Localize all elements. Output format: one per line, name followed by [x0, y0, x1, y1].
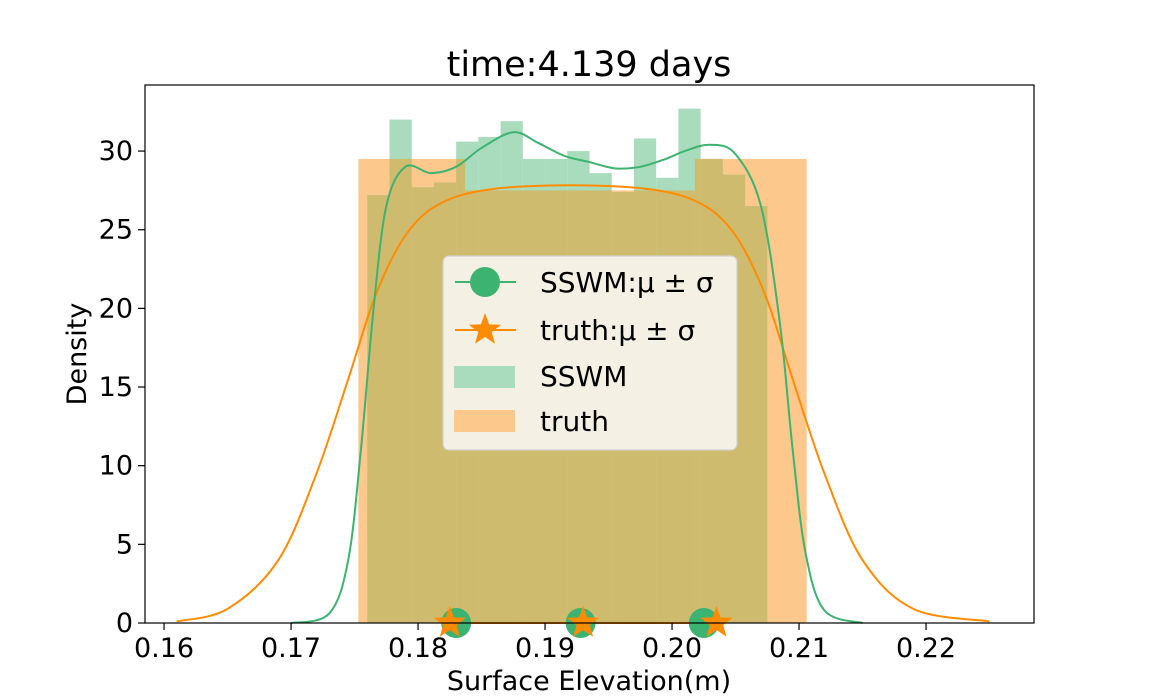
x-tick-label-2: 0.18 [388, 633, 448, 664]
overlap-bar-17-2 [745, 206, 768, 623]
y-tick-label-3: 15 [99, 372, 133, 403]
legend-label-truth-mu-sigma: truth:μ ± σ [540, 314, 695, 347]
legend-truth-star-icon [468, 313, 502, 344]
y-tick-label-0: 0 [116, 608, 133, 639]
truth-kde-line [176, 184, 990, 623]
x-tick-label-1: 0.17 [261, 633, 321, 664]
y-axis-label: Density [62, 303, 93, 406]
legend-box [442, 255, 738, 451]
legend-label-truth: truth [540, 405, 609, 438]
axes-frame [144, 84, 1035, 624]
legend-truth-patch [454, 410, 515, 432]
truth-mean-sigma-markers [433, 606, 733, 637]
legend: SSWM:μ ± σ truth:μ ± σ SSWM truth [442, 255, 738, 451]
legend-sswm-circle-icon [470, 267, 500, 297]
y-tick-label-6: 30 [99, 136, 133, 167]
chart-title: time:4.139 days [447, 45, 732, 85]
legend-label-sswm-mu-sigma: SSWM:μ ± σ [540, 266, 714, 299]
legend-label-sswm: SSWM [540, 360, 627, 393]
truth-marker-1 [566, 606, 600, 637]
x-tick-label-0: 0.16 [134, 633, 194, 664]
y-tick-label-4: 20 [99, 293, 133, 324]
y-tick-label-5: 25 [99, 215, 133, 246]
y-tick-label-2: 10 [99, 451, 133, 482]
x-tick-label-5: 0.21 [769, 633, 829, 664]
x-tick-label-6: 0.22 [896, 633, 956, 664]
x-tick-label-4: 0.20 [642, 633, 702, 664]
legend-sswm-patch [454, 366, 515, 388]
x-axis-ticks: 0.16 0.17 0.18 0.19 0.20 0.21 0.22 [134, 623, 956, 664]
x-axis-label: Surface Elevation(m) [447, 666, 731, 697]
truth-marker-0 [433, 606, 466, 637]
y-axis-ticks: 0 5 10 15 20 25 30 [99, 136, 145, 639]
truth-marker-2 [700, 606, 733, 637]
y-tick-label-1: 5 [116, 529, 133, 560]
x-tick-label-3: 0.19 [515, 633, 575, 664]
sswm-kde-line [290, 131, 863, 624]
overlap-bar-2-0 [411, 187, 434, 623]
overlap-bar-1-0 [389, 158, 412, 623]
